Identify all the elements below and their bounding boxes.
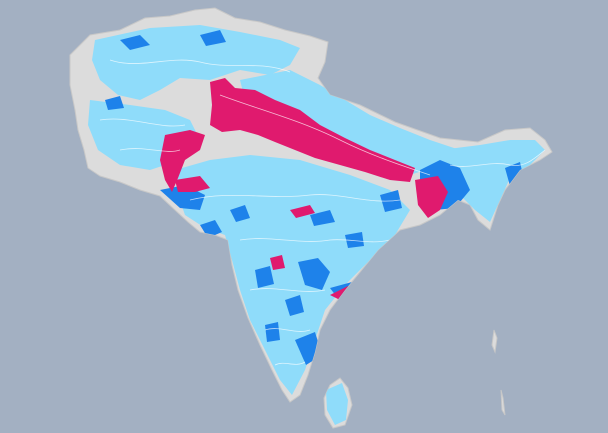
drainage-lines	[99, 59, 546, 366]
nicobar-islands	[500, 389, 506, 416]
high-class-layer	[160, 78, 448, 302]
andaman-islands	[491, 329, 498, 354]
